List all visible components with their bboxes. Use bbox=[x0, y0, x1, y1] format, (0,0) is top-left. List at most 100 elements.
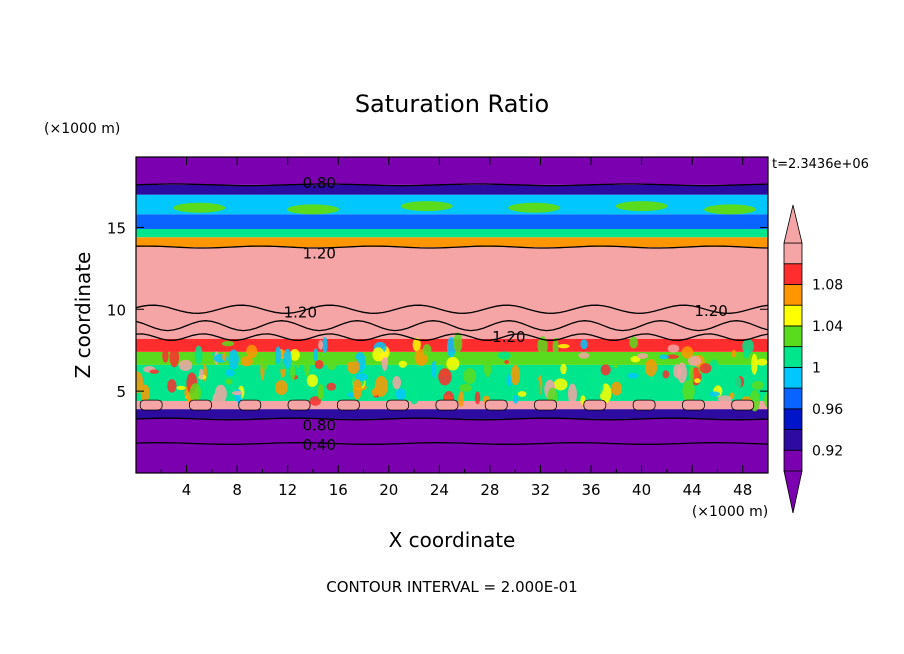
colorbar-tick-label: 0.96 bbox=[812, 402, 843, 418]
colorbar-swatch bbox=[783, 346, 803, 368]
texture-cell bbox=[438, 368, 452, 386]
texture-cell bbox=[612, 356, 619, 369]
texture-cell bbox=[757, 367, 767, 381]
texture-cell bbox=[453, 332, 463, 354]
band-8 bbox=[136, 229, 768, 238]
texture-cell bbox=[352, 379, 362, 400]
band-6 bbox=[136, 247, 768, 339]
texture-cell bbox=[178, 359, 193, 372]
texture-cell bbox=[446, 336, 456, 359]
colorbar-extend-max bbox=[783, 204, 803, 244]
base-lobe bbox=[632, 399, 656, 411]
colorbar-swatch bbox=[783, 242, 803, 265]
contour-lines bbox=[136, 183, 768, 445]
colorbar-swatch bbox=[783, 263, 803, 285]
texture-cell bbox=[354, 373, 368, 382]
texture-cell bbox=[560, 363, 567, 375]
texture-cell bbox=[506, 374, 512, 387]
colorbar-swatch bbox=[783, 408, 803, 430]
texture-cell bbox=[687, 355, 702, 367]
colorbar-extend-min bbox=[783, 470, 803, 514]
texture-cell bbox=[326, 359, 337, 371]
texture-cell bbox=[483, 358, 492, 377]
texture-cell bbox=[240, 356, 253, 367]
texture-cell bbox=[600, 364, 611, 376]
texture-cell bbox=[274, 380, 288, 396]
colorbar: 0.92 0.96 1 1.04 1.08 bbox=[783, 204, 843, 514]
texture-cell bbox=[304, 338, 311, 351]
contour-interval-note: CONTOUR INTERVAL = 2.000E-01 bbox=[326, 578, 577, 596]
x-axis-label: X coordinate bbox=[389, 528, 516, 552]
x-tick-label: 4 bbox=[182, 481, 192, 499]
base-lobe bbox=[583, 399, 607, 411]
texture-cell bbox=[658, 354, 669, 360]
base-lobe bbox=[435, 399, 459, 411]
y-tick-label: 10 bbox=[107, 301, 126, 319]
x-tick-label: 44 bbox=[683, 481, 702, 499]
texture-cell bbox=[398, 360, 408, 368]
colorbar-swatch bbox=[783, 449, 803, 472]
contour-label-1: 1.20 bbox=[303, 245, 336, 263]
base-lobe bbox=[682, 399, 705, 411]
contour-label-3: 1.20 bbox=[492, 328, 525, 346]
texture-cell bbox=[234, 388, 242, 402]
colorbar-tick-label: 0.92 bbox=[812, 443, 843, 459]
texture-cell bbox=[225, 369, 235, 377]
base-lobe bbox=[336, 399, 360, 411]
texture-cell bbox=[189, 383, 202, 403]
contour-line bbox=[136, 320, 768, 332]
upper-highlight bbox=[400, 201, 453, 212]
base-lobe bbox=[534, 399, 557, 411]
x-tick-label: 28 bbox=[480, 481, 499, 499]
texture-cell bbox=[497, 351, 511, 360]
texture-cell bbox=[326, 382, 337, 391]
texture-cell bbox=[167, 379, 177, 393]
contour-line bbox=[136, 183, 768, 187]
colorbar-tick-label: 1.08 bbox=[812, 277, 843, 293]
upper-highlight bbox=[508, 202, 561, 213]
texture-cell bbox=[611, 381, 623, 396]
texture-cell bbox=[261, 358, 269, 371]
upper-highlight bbox=[286, 204, 339, 215]
texture-cell bbox=[699, 363, 712, 374]
colorbar-swatch bbox=[783, 325, 803, 348]
texture-cell bbox=[395, 388, 407, 401]
contour-line bbox=[136, 442, 768, 445]
texture-cell bbox=[347, 359, 360, 374]
contour-line bbox=[136, 333, 768, 341]
texture-cell bbox=[517, 391, 527, 397]
colorbar-swatch bbox=[783, 387, 803, 410]
x-tick-label: 32 bbox=[531, 481, 550, 499]
contour-line bbox=[136, 417, 768, 421]
texture-cell bbox=[140, 384, 150, 403]
texture-cell bbox=[553, 378, 568, 391]
texture-cell bbox=[412, 337, 421, 352]
chart-title: Saturation Ratio bbox=[355, 90, 549, 118]
band-10 bbox=[136, 194, 768, 215]
base-lobe bbox=[731, 399, 755, 411]
texture-cell bbox=[627, 372, 639, 379]
base-lobe bbox=[189, 399, 212, 411]
x-tick-label: 40 bbox=[632, 481, 651, 499]
texture-cell bbox=[717, 395, 732, 403]
x-tick-label: 36 bbox=[581, 481, 600, 499]
texture-cell bbox=[667, 344, 680, 353]
texture-cell bbox=[694, 378, 701, 384]
texture-cell bbox=[314, 359, 324, 369]
texture-cell bbox=[731, 349, 737, 358]
colorbar-tick-label: 1 bbox=[812, 360, 821, 376]
texture-cell bbox=[458, 390, 465, 407]
texture-cell bbox=[743, 349, 750, 359]
contour-label-4: 1.20 bbox=[694, 302, 727, 320]
texture-cell bbox=[567, 383, 577, 405]
band-11 bbox=[136, 184, 768, 195]
texture-cell bbox=[629, 336, 638, 349]
base-lobe bbox=[238, 399, 262, 411]
texture-cell bbox=[347, 392, 354, 398]
texture-cell bbox=[578, 352, 590, 359]
x-tick-label: 12 bbox=[278, 481, 297, 499]
texture-cell bbox=[306, 374, 319, 388]
texture-cell bbox=[149, 369, 160, 374]
texture-cell bbox=[371, 388, 379, 397]
texture-cell bbox=[231, 391, 243, 396]
